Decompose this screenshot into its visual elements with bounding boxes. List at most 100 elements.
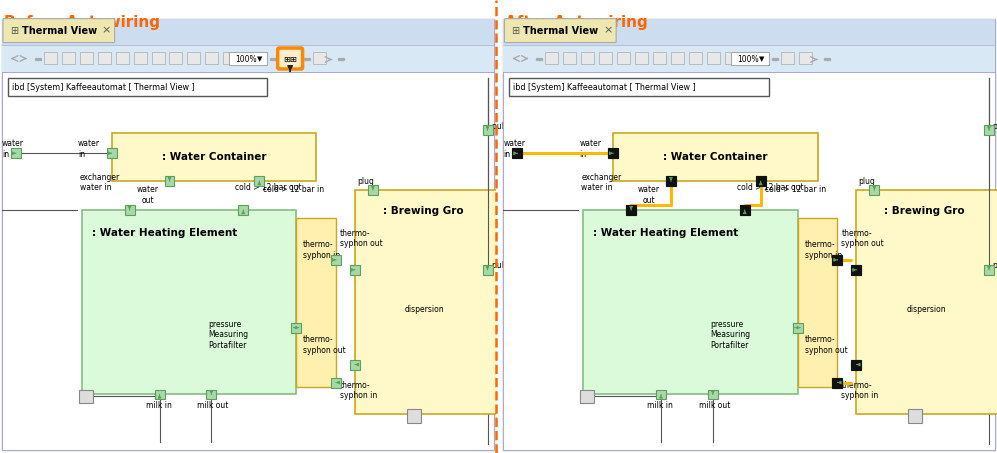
Text: exchanger
water in: exchanger water in — [581, 173, 621, 192]
Bar — [134, 52, 147, 64]
Bar — [984, 125, 994, 135]
Bar — [79, 390, 93, 404]
Bar — [984, 265, 994, 275]
Bar — [291, 323, 301, 333]
Text: water
in: water in — [503, 139, 525, 159]
Bar — [608, 148, 618, 158]
Text: pressure
Measuring
Portafilter: pressure Measuring Portafilter — [710, 320, 750, 350]
Bar — [626, 205, 636, 215]
Bar — [350, 265, 360, 275]
FancyBboxPatch shape — [504, 19, 616, 43]
Bar — [869, 185, 879, 195]
Text: thermo-
syphon in: thermo- syphon in — [805, 241, 841, 260]
Bar — [62, 52, 75, 64]
Bar — [740, 205, 750, 215]
Text: water
out: water out — [638, 185, 660, 204]
Bar — [107, 148, 117, 158]
Text: ibd [System] Kaffeeautomat [ Thermal View ]: ibd [System] Kaffeeautomat [ Thermal Vie… — [12, 83, 194, 92]
Bar — [125, 205, 135, 215]
Text: cold > 12 bar in: cold > 12 bar in — [263, 185, 324, 194]
Bar — [503, 19, 995, 44]
Text: ×: × — [603, 25, 612, 36]
Bar — [331, 255, 341, 265]
Bar — [229, 52, 267, 66]
Bar — [206, 390, 216, 400]
Text: : Water Container: : Water Container — [663, 152, 768, 162]
Text: thermo-
syphon out: thermo- syphon out — [841, 228, 884, 248]
Bar — [707, 52, 720, 64]
Bar — [279, 49, 301, 67]
Bar — [512, 148, 522, 158]
Text: plug: plug — [357, 177, 374, 186]
Bar — [368, 185, 378, 195]
Bar — [205, 52, 218, 64]
Text: milk in: milk in — [146, 401, 171, 410]
Bar — [832, 255, 842, 265]
Bar — [708, 390, 718, 400]
Bar — [509, 78, 769, 96]
Bar — [512, 148, 522, 158]
Bar — [725, 52, 738, 64]
Bar — [116, 52, 129, 64]
Text: exchanger
water in: exchanger water in — [80, 173, 120, 192]
Text: : Water Heating Element: : Water Heating Element — [593, 228, 739, 238]
Bar — [98, 52, 111, 64]
Bar — [581, 52, 594, 64]
Text: milk out: milk out — [699, 401, 730, 410]
Text: water
out: water out — [137, 185, 159, 204]
Text: 100%: 100% — [235, 55, 257, 64]
Bar — [656, 390, 666, 400]
Bar — [740, 205, 750, 215]
Text: cold > 12 bar in: cold > 12 bar in — [765, 185, 826, 194]
Text: plug: plug — [858, 177, 875, 186]
Bar — [155, 390, 165, 400]
Bar — [2, 19, 494, 44]
Bar — [165, 176, 174, 186]
Bar — [2, 44, 494, 72]
Bar — [781, 52, 794, 64]
Bar — [635, 52, 648, 64]
Text: pull-a-shot in: pull-a-shot in — [492, 261, 542, 270]
Text: After Autowiring: After Autowiring — [505, 14, 648, 29]
Text: dispersion: dispersion — [405, 305, 445, 314]
Text: ×: × — [102, 25, 111, 36]
Bar — [851, 360, 861, 370]
Text: pressure
Measuring
Portafilter: pressure Measuring Portafilter — [208, 320, 248, 350]
Text: pull-a-shot in: pull-a-shot in — [993, 122, 997, 131]
Bar — [580, 390, 594, 404]
Bar — [44, 52, 57, 64]
Text: Before Autowiring: Before Autowiring — [4, 14, 160, 29]
Bar — [350, 360, 360, 370]
Bar — [856, 190, 997, 414]
Bar — [756, 176, 766, 186]
Text: ▼: ▼ — [759, 57, 764, 63]
Bar — [169, 52, 182, 64]
Bar — [238, 205, 248, 215]
Bar — [187, 52, 200, 64]
Bar — [563, 52, 576, 64]
Bar — [82, 210, 296, 395]
Text: thermo-
syphon in: thermo- syphon in — [841, 381, 878, 400]
Bar — [254, 176, 264, 186]
Bar — [545, 52, 558, 64]
Bar — [799, 52, 812, 64]
Text: thermo-
syphon out: thermo- syphon out — [805, 335, 847, 355]
Text: milk out: milk out — [197, 401, 228, 410]
Bar — [599, 52, 612, 64]
Bar — [666, 176, 676, 186]
Bar — [851, 360, 861, 370]
Text: cold > 12 bar out: cold > 12 bar out — [235, 183, 302, 192]
Bar — [8, 78, 267, 96]
Bar — [731, 52, 769, 66]
Bar — [608, 148, 618, 158]
Bar — [503, 44, 995, 72]
Bar — [483, 265, 493, 275]
Bar — [617, 52, 630, 64]
Text: Thermal View: Thermal View — [22, 25, 97, 36]
Text: thermo-
syphon out: thermo- syphon out — [340, 228, 383, 248]
Bar — [851, 265, 861, 275]
Text: ibd [System] Kaffeeautomat [ Thermal View ]: ibd [System] Kaffeeautomat [ Thermal Vie… — [513, 83, 696, 92]
Bar — [666, 176, 676, 186]
Text: 100%: 100% — [737, 55, 759, 64]
Text: pull-a-shot in: pull-a-shot in — [993, 261, 997, 270]
